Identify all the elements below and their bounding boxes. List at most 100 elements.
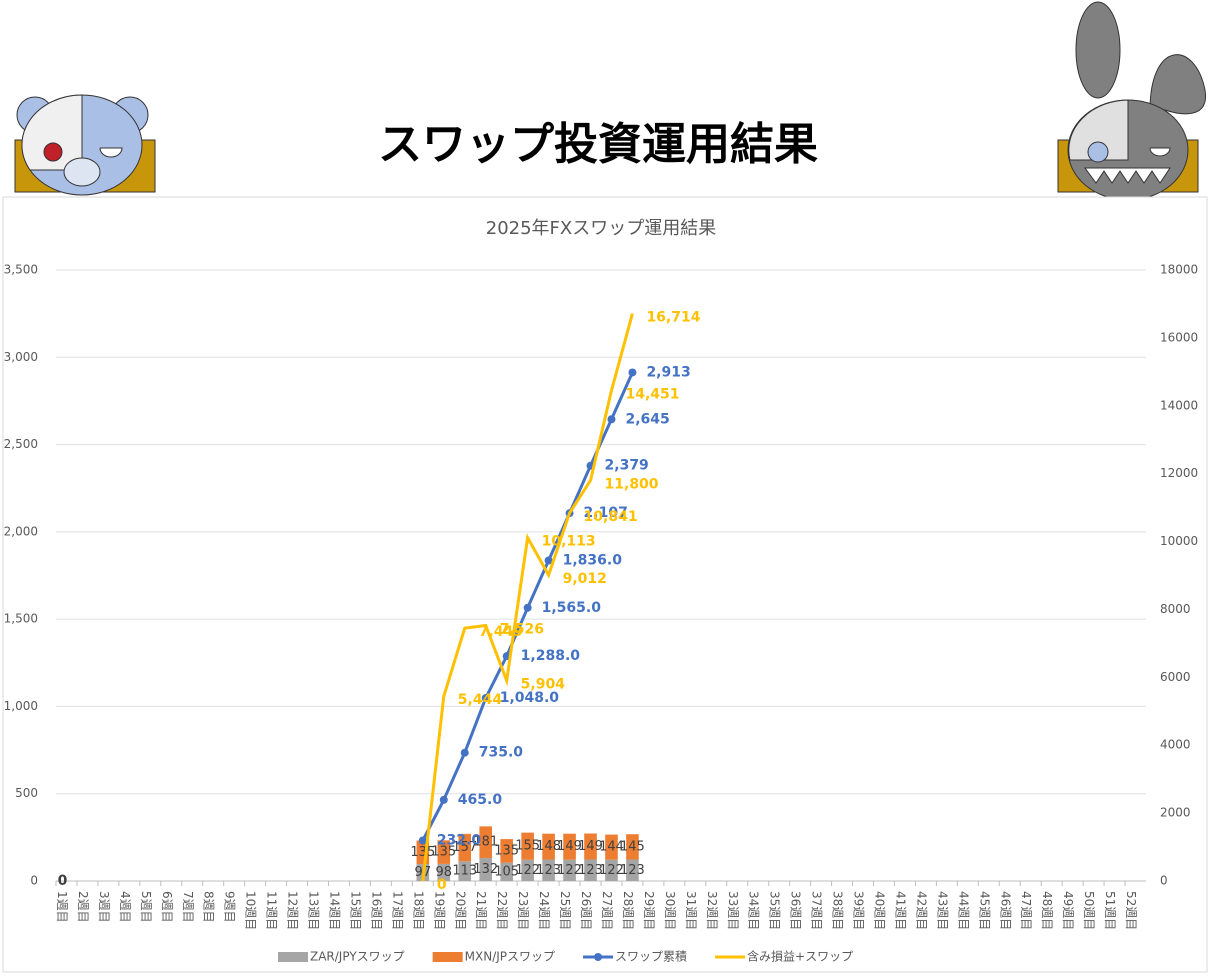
line-marker: [481, 694, 490, 703]
data-label: 2,379: [605, 458, 649, 474]
x-tick-label: 36週目: [789, 891, 803, 930]
bar: [626, 859, 639, 881]
x-tick-label: 19週目: [432, 891, 446, 930]
x-tick-label: 6週目: [160, 891, 174, 923]
y2-tick-label: 12000: [1160, 466, 1198, 480]
x-tick-label: 1週目: [55, 891, 69, 923]
bar: [521, 859, 534, 881]
x-tick-label: 49週目: [1061, 891, 1075, 930]
data-label: 1,565.0: [542, 600, 602, 616]
x-tick-label: 20週目: [453, 891, 467, 930]
y2-tick-label: 16000: [1160, 330, 1198, 344]
x-tick-label: 40週目: [872, 891, 886, 930]
data-label: 2,913: [646, 364, 690, 380]
data-label: 2,645: [625, 411, 669, 427]
x-tick-label: 44週目: [956, 891, 970, 930]
x-tick-label: 8週目: [202, 891, 216, 923]
x-tick-label: 28週目: [621, 891, 635, 930]
x-tick-label: 46週目: [998, 891, 1012, 930]
x-tick-label: 2週目: [76, 891, 90, 923]
x-tick-label: 11週目: [265, 891, 279, 930]
legend-label: MXN/JPスワップ: [465, 950, 555, 964]
bar-label: 149: [557, 839, 582, 854]
x-tick-label: 29週目: [642, 891, 656, 930]
page-title: スワップ投資運用結果: [378, 119, 818, 170]
bar: [500, 839, 513, 863]
annotation: 0: [58, 873, 68, 889]
data-label: 1,836.0: [563, 552, 623, 568]
data-label: 735.0: [479, 745, 524, 761]
y2-tick-label: 10000: [1160, 534, 1198, 548]
bar-label: 148: [536, 839, 561, 854]
x-tick-label: 23週目: [516, 891, 530, 930]
x-tick-label: 37週目: [810, 891, 824, 930]
x-tick-label: 15週目: [348, 891, 362, 930]
bar: [500, 862, 513, 881]
data-label: 1,048.0: [500, 690, 560, 706]
x-tick-label: 25週目: [558, 891, 572, 930]
x-tick-label: 4週目: [118, 891, 132, 923]
x-tick-label: 30週目: [663, 891, 677, 930]
x-tick-label: 34週目: [747, 891, 761, 930]
y2-tick-label: 8000: [1160, 602, 1191, 616]
rabbit-mascot: [1057, 1, 1206, 201]
bar-label: 144: [599, 840, 624, 855]
data-label: 0: [437, 877, 447, 893]
bar-label: 181: [473, 835, 498, 850]
y2-tick-label: 18000: [1160, 263, 1198, 277]
line-marker: [418, 836, 427, 845]
bar-label: 122: [515, 863, 540, 878]
y2-tick-label: 14000: [1160, 398, 1198, 412]
data-label: 11,800: [605, 476, 659, 492]
bar: [458, 833, 472, 862]
x-tick-label: 38週目: [831, 891, 845, 930]
bar: [584, 833, 597, 860]
bar-label: 123: [578, 863, 603, 878]
bar-label: 98: [436, 865, 453, 880]
bar-label: 123: [536, 863, 561, 878]
line-marker: [460, 748, 469, 757]
data-label: 16,714: [646, 310, 700, 326]
line-marker: [628, 368, 637, 377]
data-label: 7,526: [500, 622, 544, 638]
legend-label: 含み損益+スワップ: [747, 949, 853, 964]
bar: [605, 859, 618, 881]
data-label: 9,012: [563, 571, 607, 587]
bar-label: 113: [452, 864, 477, 879]
bar: [563, 859, 576, 881]
x-tick-label: 17週目: [390, 891, 404, 930]
x-tick-label: 18週目: [411, 891, 425, 930]
legend-label: スワップ累積: [615, 949, 687, 964]
x-tick-label: 27週目: [600, 891, 614, 930]
bar: [563, 833, 576, 860]
x-tick-label: 32週目: [705, 891, 719, 930]
x-tick-label: 47週目: [1019, 891, 1033, 930]
bar: [437, 863, 451, 881]
x-tick-label: 39週目: [852, 891, 866, 930]
legend-marker: [594, 953, 603, 961]
bar: [521, 832, 534, 860]
line-marker: [523, 603, 532, 612]
x-tick-label: 3週目: [97, 891, 111, 923]
data-label: 14,451: [625, 386, 679, 402]
bar: [626, 834, 639, 860]
x-tick-label: 7週目: [181, 891, 195, 923]
bar-label: 145: [620, 839, 645, 854]
line-marker: [439, 795, 448, 804]
x-tick-label: 43週目: [935, 891, 949, 930]
bar-label: 149: [578, 839, 603, 854]
bar-label: 132: [473, 862, 498, 877]
y-tick-label: 2,500: [4, 437, 38, 451]
data-label: 232.0: [437, 832, 482, 848]
legend-label: ZAR/JPYスワップ: [310, 950, 405, 964]
x-tick-label: 51週目: [1103, 891, 1117, 930]
x-tick-label: 41週目: [893, 891, 907, 930]
bar-label: 135: [431, 845, 456, 860]
x-tick-label: 16週目: [369, 891, 383, 930]
data-label: 5,444: [458, 692, 503, 708]
bar: [605, 834, 618, 860]
chart-area: [2, 196, 1208, 973]
data-label: 10,841: [584, 509, 638, 525]
y2-tick-label: 6000: [1160, 670, 1191, 684]
bar: [458, 861, 472, 881]
